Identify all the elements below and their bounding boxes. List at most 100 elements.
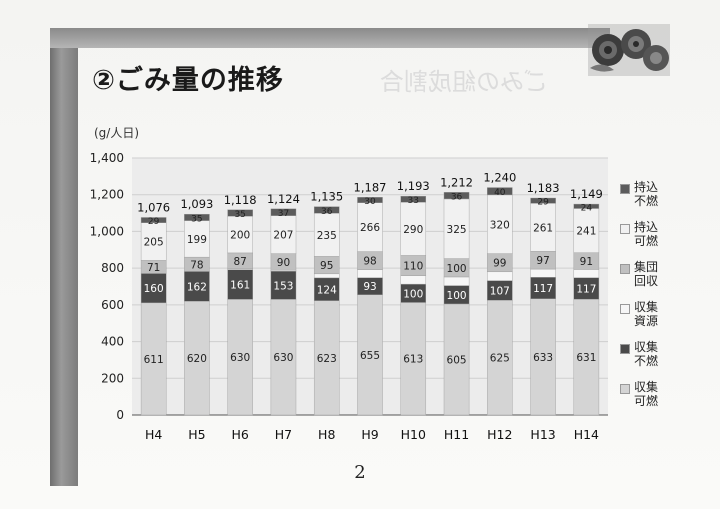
data-label: 161: [230, 280, 250, 292]
x-tick-label: H14: [574, 427, 599, 442]
data-label: 87: [233, 256, 246, 268]
data-label: 266: [360, 222, 380, 234]
data-label: 655: [360, 350, 380, 362]
legend-swatch: [620, 304, 630, 314]
bar-segment: [270, 215, 297, 254]
data-label: 261: [533, 222, 553, 234]
x-tick-label: H12: [487, 427, 512, 442]
legend-item: 持込 可燃: [620, 220, 680, 260]
data-label: 100: [403, 288, 423, 300]
total-label: 1,240: [483, 171, 516, 185]
bar-segment: [487, 194, 513, 254]
bar-segment: [573, 203, 600, 209]
y-tick-label: 200: [101, 371, 124, 385]
data-label: 630: [273, 352, 293, 364]
data-label: 625: [490, 353, 510, 365]
page-number: 2: [354, 462, 366, 483]
bar-segment: [270, 271, 297, 300]
data-label: 613: [403, 354, 423, 366]
legend-item: 集団 回収: [620, 260, 680, 300]
data-label: 241: [576, 226, 596, 238]
total-label: 1,187: [354, 180, 387, 194]
bar-segment: [573, 208, 600, 253]
data-label: 153: [273, 280, 293, 292]
bar-segment: [400, 202, 427, 256]
bar-segment: [313, 206, 340, 214]
bar-segment: [140, 302, 167, 416]
y-tick-label: 0: [116, 408, 124, 422]
data-label: 110: [403, 261, 423, 273]
data-label: 98: [363, 256, 376, 268]
data-label: 29: [537, 198, 549, 208]
chart-legend: 持込 不燃 持込 可燃集団 回収収集 資源 収集 不燃収集 可燃: [620, 180, 680, 420]
left-decorative-bar: [50, 28, 78, 486]
data-label: 100: [447, 290, 467, 302]
page-title: ②ごみ量の推移: [92, 65, 284, 96]
data-label: 235: [317, 230, 337, 242]
data-label: 117: [576, 283, 596, 295]
data-label: 290: [403, 224, 423, 236]
total-label: 1,212: [440, 175, 473, 189]
legend-swatch: [620, 384, 630, 394]
bar-segment: [530, 203, 556, 252]
y-axis-unit-label: (g/人日): [94, 126, 140, 140]
y-tick-label: 1,400: [90, 151, 124, 165]
data-label: 162: [187, 281, 207, 293]
legend-item: 収集 可燃: [620, 380, 680, 420]
data-label: 30: [364, 197, 376, 207]
legend-item: 収集 資源: [620, 300, 680, 340]
total-label: 1,193: [397, 179, 430, 193]
data-label: 24: [581, 203, 593, 213]
bar-segment: [530, 197, 556, 204]
bar-segment: [140, 217, 167, 224]
data-label: 160: [144, 283, 164, 295]
x-tick-label: H8: [318, 427, 335, 442]
x-tick-label: H11: [444, 427, 469, 442]
data-label: 97: [536, 255, 549, 267]
bar-segment: [357, 197, 383, 203]
y-tick-label: 1,000: [90, 224, 124, 238]
bar-segment: [227, 209, 253, 217]
data-label: 631: [576, 352, 596, 364]
y-tick-label: 1,200: [90, 188, 124, 202]
bar-segment: [270, 299, 297, 416]
total-label: 1,124: [267, 192, 300, 206]
legend-label: 持込 可燃: [634, 220, 659, 248]
data-label: 36: [321, 207, 333, 217]
bar-segment: [487, 300, 513, 416]
bar-segment: [313, 300, 340, 416]
legend-label: 収集 可燃: [634, 380, 659, 408]
legend-item: 持込 不燃: [620, 180, 680, 220]
total-label: 1,093: [180, 197, 213, 211]
data-label: 605: [447, 354, 467, 366]
bar-segment: [184, 220, 210, 258]
bar-segment: [400, 302, 427, 416]
legend-label: 集団 回収: [634, 260, 659, 288]
data-label: 325: [447, 224, 467, 236]
data-label: 199: [187, 234, 207, 246]
data-label: 35: [191, 214, 202, 224]
bar-segment: [184, 271, 210, 302]
total-label: 1,118: [224, 193, 257, 207]
bar-segment: [357, 202, 383, 252]
data-label: 205: [144, 237, 164, 249]
x-tick-label: H5: [188, 427, 205, 442]
data-label: 100: [447, 263, 467, 275]
y-tick-label: 400: [101, 335, 124, 349]
data-label: 611: [144, 354, 164, 366]
bar-segment: [227, 299, 253, 416]
legend-label: 収集 不燃: [634, 340, 659, 368]
data-label: 117: [533, 283, 553, 295]
data-label: 200: [230, 230, 250, 242]
data-label: 78: [190, 259, 203, 271]
data-label: 36: [451, 193, 463, 203]
data-label: 37: [278, 209, 289, 219]
legend-swatch: [620, 264, 630, 274]
data-label: 207: [273, 230, 293, 242]
legend-item: 収集 不燃: [620, 340, 680, 380]
data-label: 35: [234, 210, 245, 220]
bar-segment: [140, 222, 167, 261]
bar-segment: [184, 300, 210, 416]
legend-swatch: [620, 344, 630, 354]
